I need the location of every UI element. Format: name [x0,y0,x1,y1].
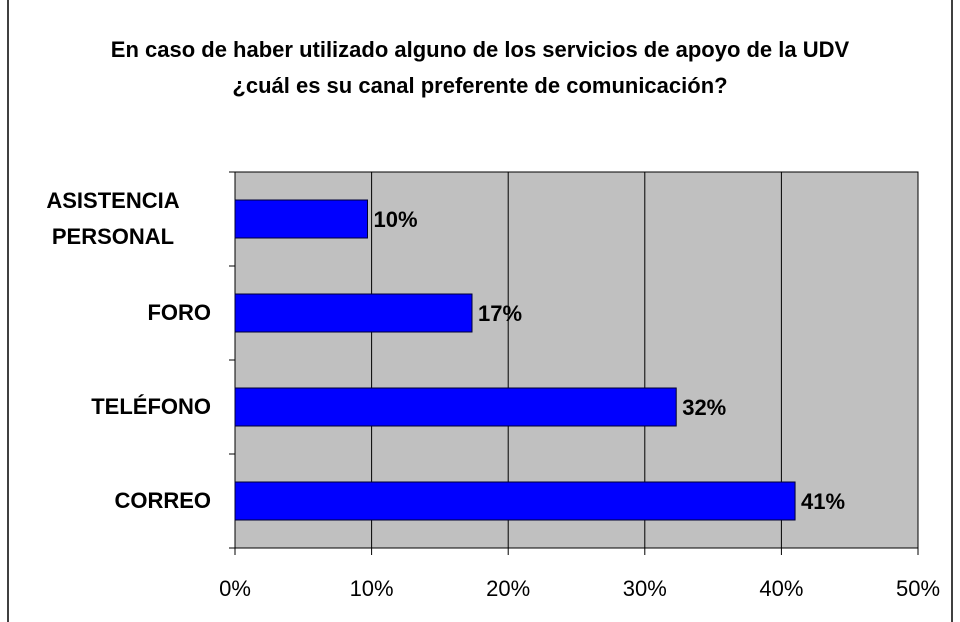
chart-title: En caso de haber utilizado alguno de los… [110,37,850,98]
y-tick-label: FORO [147,300,211,325]
y-tick-label: ASISTENCIA PERSONAL [46,188,180,249]
y-label-box: TELÉFONO [91,394,211,419]
data-label: 10% [374,207,418,232]
x-tick-label: 0% [219,576,251,601]
data-label: 17% [478,301,522,326]
x-tick-label: 40% [759,576,803,601]
title-box: En caso de haber utilizado alguno de los… [110,37,850,98]
x-tick-label: 50% [896,576,940,601]
x-tick-label: 10% [350,576,394,601]
data-label: 32% [682,395,726,420]
y-tick-label: CORREO [114,488,211,513]
y-label-box: ASISTENCIA PERSONAL [46,188,180,249]
y-label-box: FORO [147,300,211,325]
bar [234,293,473,333]
y-label-box: CORREO [114,488,211,513]
x-tick-label: 20% [486,576,530,601]
bar [234,199,369,239]
y-tick-label: TELÉFONO [91,394,211,419]
bar [234,387,677,427]
data-label: 41% [801,489,845,514]
x-tick-label: 30% [623,576,667,601]
bar [234,481,796,521]
